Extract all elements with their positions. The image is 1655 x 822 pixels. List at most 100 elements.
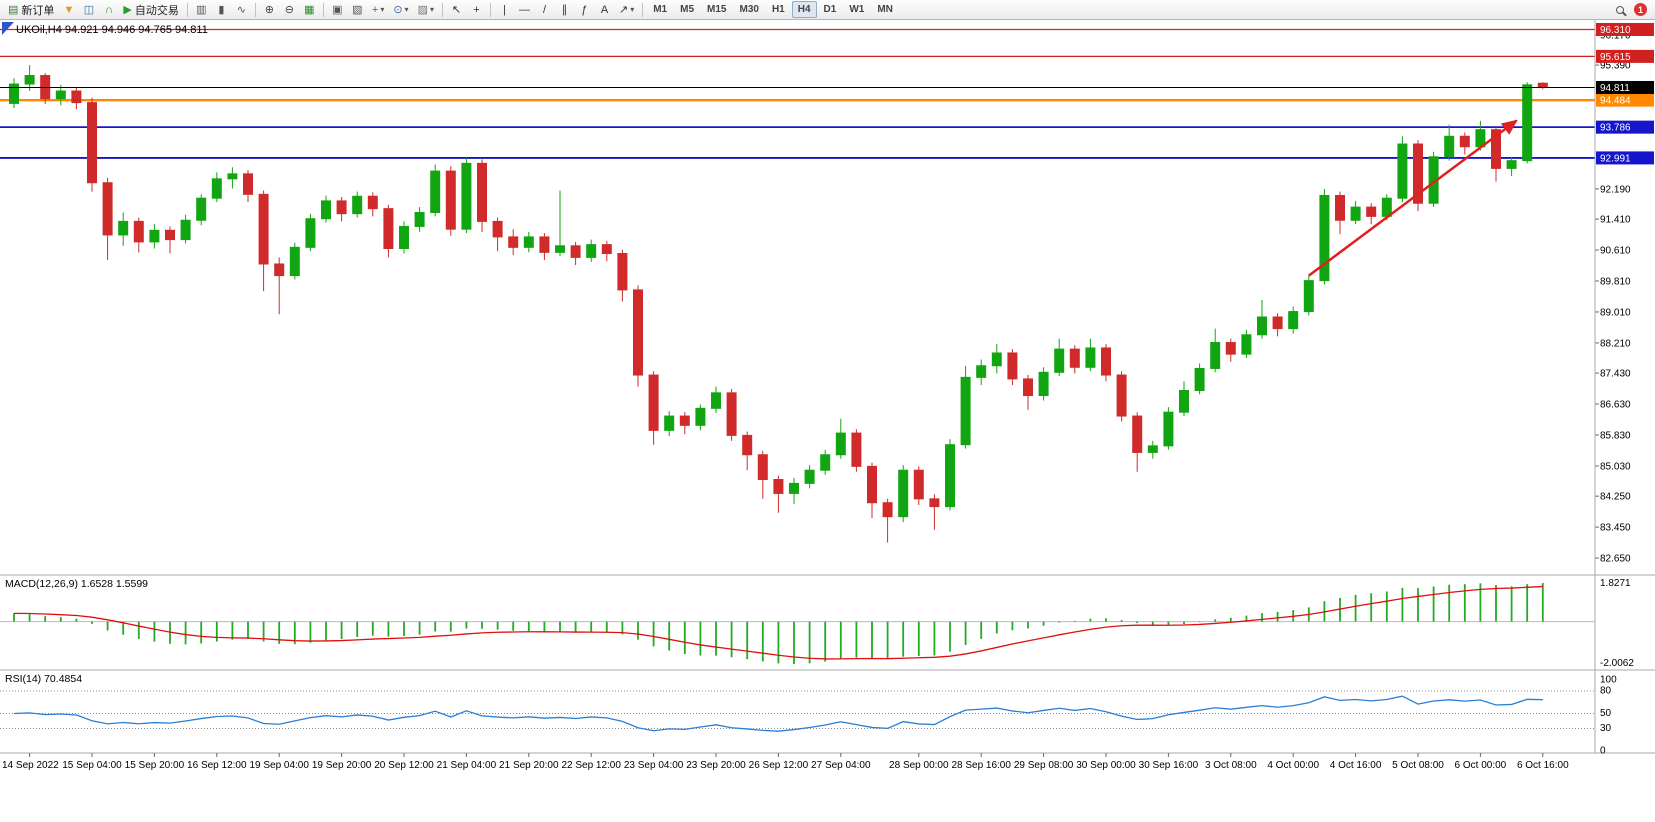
periods-dropdown[interactable]: ⊙ ▾ xyxy=(389,1,412,18)
trendline-icon[interactable]: / xyxy=(535,1,554,18)
time-axis-label: 23 Sep 04:00 xyxy=(624,760,684,771)
macd-axis-min: -2.0062 xyxy=(1600,658,1634,669)
time-axis-label: 30 Sep 16:00 xyxy=(1139,760,1199,771)
funnel-icon[interactable]: ▼ xyxy=(59,1,78,18)
toolbar-separator xyxy=(186,2,188,17)
cascade-windows-icon[interactable]: ▧ xyxy=(348,1,367,18)
time-axis-label: 19 Sep 20:00 xyxy=(312,760,372,771)
candlestick-icon[interactable]: ▮ xyxy=(212,1,231,18)
candle xyxy=(258,193,269,265)
timeframe-button-m30[interactable]: M30 xyxy=(739,4,759,15)
candle xyxy=(211,178,222,199)
time-axis-label: 19 Sep 04:00 xyxy=(249,760,309,771)
price-axis-label: 92.190 xyxy=(1600,184,1631,195)
rsi-axis-label: 0 xyxy=(1600,746,1606,757)
candle xyxy=(945,444,955,508)
candle xyxy=(1132,415,1143,453)
candle xyxy=(414,212,425,227)
time-axis-label: 26 Sep 12:00 xyxy=(749,760,809,771)
timeframe-button-m15[interactable]: M15 xyxy=(707,4,727,15)
templates-dropdown[interactable]: ▨ ▾ xyxy=(414,1,438,18)
time-axis-label: 6 Oct 00:00 xyxy=(1455,760,1507,771)
candle xyxy=(773,479,784,494)
price-axis-label: 82.650 xyxy=(1600,554,1631,565)
tile-windows-icon[interactable]: ▣ xyxy=(328,1,347,18)
autotrade-button-label: 自动交易 xyxy=(134,4,179,17)
candle xyxy=(71,90,82,104)
caret-down-icon: ▾ xyxy=(404,5,409,14)
candle xyxy=(820,454,831,471)
indicators-dropdown[interactable]: + ▾ xyxy=(368,1,388,18)
crosshair-icon[interactable]: + xyxy=(467,1,486,18)
text-icon[interactable]: A xyxy=(595,1,614,18)
zoom-out-icon: ⊖ xyxy=(284,4,294,16)
candle xyxy=(55,90,66,100)
vertical-line-icon[interactable]: | xyxy=(495,1,514,18)
zoom-out-icon[interactable]: ⊖ xyxy=(280,1,299,18)
candle xyxy=(851,432,862,467)
search-icon-button[interactable] xyxy=(1610,1,1629,18)
timeframe-button-d1[interactable]: D1 xyxy=(823,4,837,15)
rsi-axis-label: 100 xyxy=(1600,675,1617,686)
bar-chart-icon: ▥ xyxy=(196,4,207,16)
price-level-badge-label: 94.811 xyxy=(1600,83,1630,94)
time-axis-label: 14 Sep 2022 xyxy=(2,760,59,771)
candle xyxy=(726,392,737,436)
timeframe-button-m5[interactable]: M5 xyxy=(680,4,695,15)
timeframe-button-w1[interactable]: W1 xyxy=(849,4,865,15)
candle xyxy=(1194,367,1205,392)
toolbar: ▤ 新订单 ▼ ◫ ∩ ▶ 自动交易 ▥ ▮ ∿ ⊕ ⊖ ▦ ▣ ▧ + ▾ ⊙ ▾ ▨ ▾ ↖ + | — / ∥ ƒ A ↗ ▾ M1 M5… xyxy=(0,0,1655,20)
fibonacci-icon[interactable]: ƒ xyxy=(575,1,594,18)
chart-title: UKOil,H4 94.921 94.946 94.765 94.811 xyxy=(16,24,208,36)
time-axis-label: 5 Oct 08:00 xyxy=(1392,760,1444,771)
candle xyxy=(430,170,441,214)
timeframe-button-h4[interactable]: H4 xyxy=(791,1,817,18)
timeframe-button-h1[interactable]: H1 xyxy=(771,4,785,15)
channel-icon[interactable]: ∥ xyxy=(555,1,574,18)
toolbar-separator xyxy=(322,2,324,17)
candle xyxy=(742,434,753,456)
cursor-icon[interactable]: ↖ xyxy=(447,1,466,18)
time-axis-label: 4 Oct 16:00 xyxy=(1330,760,1382,771)
bar-chart-icon[interactable]: ▥ xyxy=(192,1,211,18)
candle xyxy=(383,208,394,249)
price-axis-label: 95.390 xyxy=(1600,61,1631,72)
arrows-icon[interactable]: ↗ ▾ xyxy=(615,1,638,18)
candle xyxy=(1491,129,1501,169)
candle xyxy=(289,246,300,277)
candle xyxy=(1085,347,1096,368)
trend-arrow[interactable] xyxy=(1308,119,1518,277)
macd-axis-max: 1.8271 xyxy=(1600,578,1631,589)
timeframe-button-m1[interactable]: M1 xyxy=(653,4,668,15)
time-axis-label: 23 Sep 20:00 xyxy=(686,760,746,771)
price-axis-label: 90.610 xyxy=(1600,246,1631,257)
quick-trade-triangle[interactable] xyxy=(2,22,14,35)
headset-icon: ∩ xyxy=(104,3,113,16)
channel-icon: ∥ xyxy=(561,4,568,16)
candle xyxy=(960,376,971,446)
notification-badge[interactable]: 1 xyxy=(1634,3,1647,16)
line-chart-icon[interactable]: ∿ xyxy=(232,1,251,18)
price-level-badge-label: 95.615 xyxy=(1600,52,1631,63)
price-level-badge xyxy=(1596,22,1654,36)
grid-icon[interactable]: ▦ xyxy=(300,1,319,18)
candle xyxy=(570,245,581,258)
horizontal-line-icon[interactable]: — xyxy=(515,1,534,18)
autotrade-button[interactable]: ▶ 自动交易 xyxy=(119,1,182,18)
timeframe-button-mn[interactable]: MN xyxy=(877,4,893,15)
new-order-button[interactable]: ▤ 新订单 xyxy=(4,1,58,18)
price-axis-label: 86.630 xyxy=(1600,400,1631,411)
zoom-in-icon[interactable]: ⊕ xyxy=(260,1,279,18)
candle xyxy=(1413,143,1423,204)
price-axis-label: 89.010 xyxy=(1600,307,1631,318)
candle xyxy=(757,454,768,481)
headset-icon[interactable]: ∩ xyxy=(99,1,118,18)
time-axis-label: 27 Sep 04:00 xyxy=(811,760,871,771)
candle xyxy=(882,502,893,518)
search-icon xyxy=(1615,5,1624,14)
price-axis-label: 85.030 xyxy=(1600,461,1631,472)
candle xyxy=(1303,280,1314,313)
chart-window-icon[interactable]: ◫ xyxy=(79,1,98,18)
toolbar-separator xyxy=(254,2,256,17)
